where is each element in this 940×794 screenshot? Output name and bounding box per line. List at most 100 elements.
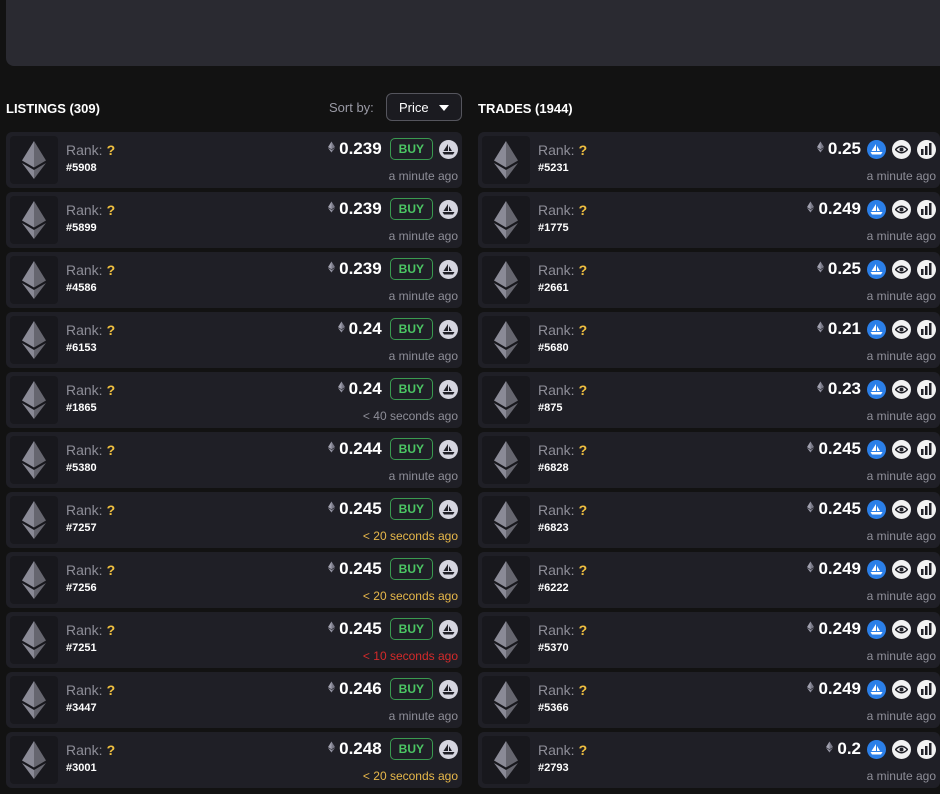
ethereum-icon [328,620,336,638]
sort-select[interactable]: Price [386,93,462,121]
price-group: 0.245 [328,559,382,579]
opensea-icon[interactable] [439,199,458,219]
trades-row[interactable]: Rank:? #6823 0.245 a minute ago [478,492,940,548]
chart-icon[interactable] [917,319,936,339]
eye-icon[interactable] [892,139,911,159]
listings-row[interactable]: Rank:? #6153 0.24 BUY a minute ago [6,312,462,368]
chart-icon[interactable] [917,559,936,579]
opensea-icon[interactable] [439,439,458,459]
trades-row[interactable]: Rank:? #2793 0.2 a minute ago [478,732,940,788]
buy-button[interactable]: BUY [389,498,433,520]
eye-icon[interactable] [892,439,911,459]
opensea-icon[interactable] [439,739,458,759]
rank-line: Rank:? [66,202,115,218]
trades-row[interactable]: Rank:? #6828 0.245 a minute ago [478,432,940,488]
eye-icon[interactable] [892,199,911,219]
listings-row[interactable]: Rank:? #5380 0.244 BUY a minute ago [6,432,462,488]
chart-icon[interactable] [917,499,936,519]
opensea-icon[interactable] [439,379,458,399]
eye-icon[interactable] [892,739,911,759]
price-actions: 0.249 [807,557,936,581]
chart-icon[interactable] [917,439,936,459]
opensea-icon[interactable] [867,319,886,339]
buy-button[interactable]: BUY [389,618,433,640]
trades-row[interactable]: Rank:? #5680 0.21 a minute ago [478,312,940,368]
opensea-icon[interactable] [867,259,886,279]
eye-icon[interactable] [892,319,911,339]
rank-value: ? [106,202,116,218]
opensea-icon[interactable] [867,619,886,639]
buy-button[interactable]: BUY [389,258,433,280]
opensea-icon[interactable] [439,259,458,279]
buy-button[interactable]: BUY [389,678,433,700]
opensea-icon[interactable] [867,139,886,159]
ethereum-icon [482,196,530,244]
price-actions: 0.21 [816,317,936,341]
opensea-icon[interactable] [867,379,886,399]
opensea-icon[interactable] [867,199,886,219]
trades-row[interactable]: Rank:? #5231 0.25 a minute ago [478,132,940,188]
listings-row[interactable]: Rank:? #1865 0.24 BUY < 40 seconds ago [6,372,462,428]
buy-button[interactable]: BUY [389,438,433,460]
trades-row[interactable]: Rank:? #2661 0.25 a minute ago [478,252,940,308]
buy-button[interactable]: BUY [389,378,433,400]
rank-value: ? [106,382,116,398]
listings-row[interactable]: Rank:? #3447 0.246 BUY a minute ago [6,672,462,728]
rank-value: ? [106,322,116,338]
price: 0.24 [348,319,382,338]
opensea-icon[interactable] [439,559,458,579]
listings-row[interactable]: Rank:? #3001 0.248 BUY < 20 seconds ago [6,732,462,788]
eye-icon[interactable] [892,499,911,519]
trades-row[interactable]: Rank:? #875 0.23 a minute ago [478,372,940,428]
ethereum-icon [816,380,824,398]
buy-button[interactable]: BUY [389,198,433,220]
rank-label: Rank: [66,322,103,338]
eye-icon[interactable] [892,619,911,639]
listings-row[interactable]: Rank:? #7251 0.245 BUY < 10 seconds ago [6,612,462,668]
opensea-icon[interactable] [439,499,458,519]
listings-row[interactable]: Rank:? #5899 0.239 BUY a minute ago [6,192,462,248]
trades-row[interactable]: Rank:? #5370 0.249 a minute ago [478,612,940,668]
trades-row[interactable]: Rank:? #6222 0.249 a minute ago [478,552,940,608]
buy-button[interactable]: BUY [389,138,433,160]
buy-button[interactable]: BUY [389,558,433,580]
timestamp: a minute ago [866,769,936,783]
chart-icon[interactable] [917,619,936,639]
buy-button[interactable]: BUY [389,318,433,340]
eye-icon[interactable] [892,379,911,399]
opensea-icon[interactable] [439,139,458,159]
price-group: 0.239 [328,199,382,219]
listings-row[interactable]: Rank:? #7257 0.245 BUY < 20 seconds ago [6,492,462,548]
eye-icon[interactable] [892,559,911,579]
chart-icon[interactable] [917,259,936,279]
eye-icon[interactable] [892,259,911,279]
opensea-icon[interactable] [867,739,886,759]
rank-line: Rank:? [538,742,587,758]
opensea-icon[interactable] [439,319,458,339]
opensea-icon[interactable] [867,559,886,579]
ethereum-icon [328,680,336,698]
eye-icon[interactable] [892,679,911,699]
price-actions: 0.246 BUY [328,677,458,701]
token-id: #3001 [66,762,97,774]
trades-row[interactable]: Rank:? #1775 0.249 a minute ago [478,192,940,248]
price: 0.24 [348,379,382,398]
trades-title: TRADES (1944) [478,100,573,116]
price-actions: 0.248 BUY [328,737,458,761]
chart-icon[interactable] [917,739,936,759]
listings-row[interactable]: Rank:? #7256 0.245 BUY < 20 seconds ago [6,552,462,608]
chart-icon[interactable] [917,379,936,399]
chart-icon[interactable] [917,139,936,159]
trades-row[interactable]: Rank:? #5366 0.249 a minute ago [478,672,940,728]
opensea-icon[interactable] [439,619,458,639]
chart-icon[interactable] [917,199,936,219]
listings-row[interactable]: Rank:? #4586 0.239 BUY a minute ago [6,252,462,308]
buy-button[interactable]: BUY [389,738,433,760]
rank-value: ? [578,682,588,698]
listings-row[interactable]: Rank:? #5908 0.239 BUY a minute ago [6,132,462,188]
opensea-icon[interactable] [867,499,886,519]
opensea-icon[interactable] [439,679,458,699]
opensea-icon[interactable] [867,439,886,459]
chart-icon[interactable] [917,679,936,699]
opensea-icon[interactable] [867,679,886,699]
